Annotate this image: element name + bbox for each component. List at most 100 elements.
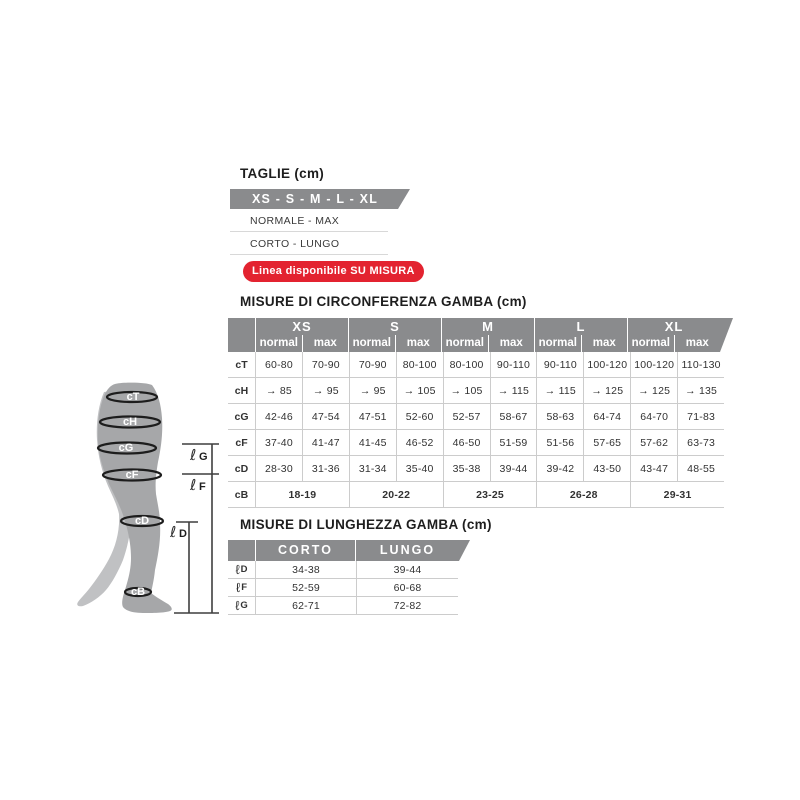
table-cell: 70-90	[301, 352, 349, 377]
length-label-lf-letter: F	[199, 481, 206, 493]
subheader-normal: normal	[631, 337, 670, 349]
subheader-normal: normal	[352, 337, 391, 349]
table-cell: 46-50	[442, 430, 490, 455]
custom-line-badge[interactable]: Linea disponibile SU MISURA	[243, 261, 424, 282]
table-row: ℓ D 34-38 39-44	[228, 561, 458, 579]
table-cell: 52-59	[255, 579, 356, 596]
table-cell: 31-36	[301, 456, 349, 481]
table-cell: → 95	[348, 378, 396, 403]
table-cell: 29-31	[630, 482, 724, 507]
table-cell: 42-46	[255, 404, 302, 429]
table-row: cB 18-19 20-22 23-25 26-28 29-31	[228, 482, 724, 508]
subheader-row: normal max	[349, 335, 441, 352]
table-cell: 39-44	[489, 456, 537, 481]
row-label: cH	[234, 384, 249, 397]
table-cell: 20-22	[348, 482, 443, 507]
table-cell: 58-67	[489, 404, 537, 429]
table-cell: 39-44	[356, 561, 458, 578]
circumference-section: MISURE DI CIRCONFERENZA GAMBA (cm) XS no…	[228, 294, 733, 508]
table-cell: 70-90	[348, 352, 396, 377]
band-label-cf: cF	[126, 469, 139, 481]
taglie-title: TAGLIE (cm)	[240, 166, 325, 181]
table-cell: 34-38	[255, 561, 356, 578]
table-cell: 47-51	[348, 404, 396, 429]
table-cell: 51-59	[489, 430, 537, 455]
row-label: cD	[234, 462, 249, 475]
band-cb	[123, 586, 153, 598]
circumference-table-title: MISURE DI CIRCONFERENZA GAMBA (cm)	[240, 294, 527, 309]
table-cell: 18-19	[255, 482, 349, 507]
band-ct	[105, 390, 159, 404]
table-cell: 60-80	[255, 352, 302, 377]
table-cell: 48-55	[677, 456, 724, 481]
subheader-row: normal max	[256, 335, 348, 352]
length-table-title: MISURE DI LUNGHEZZA GAMBA (cm)	[240, 517, 492, 532]
length-label-lg-letter: G	[199, 451, 208, 463]
subheader-max: max	[674, 335, 721, 352]
band-ch	[98, 415, 162, 429]
subheader-row: normal max	[535, 335, 627, 352]
band-label-ct: cT	[127, 391, 140, 403]
table-cell: → 85	[255, 378, 302, 403]
subheader-normal: normal	[445, 337, 484, 349]
table-cell: 58-63	[536, 404, 583, 429]
subheader-max: max	[394, 335, 442, 352]
variant-row-corto-lungo: CORTO - LUNGO	[230, 232, 388, 255]
table-row: ℓ G 62-71 72-82	[228, 597, 458, 615]
band-label-cg: cG	[119, 442, 134, 454]
table-cell: 90-110	[536, 352, 583, 377]
column-header-corto: CORTO	[256, 540, 355, 561]
table-row: cT 60-80 70-90 70-90 80-100 80-100 90-110 90-11…	[228, 352, 724, 378]
table-cell: 57-62	[630, 430, 677, 455]
circumference-table-header: XS normal max S normal max M normal max	[228, 318, 733, 352]
size-group-m: M normal max	[442, 318, 534, 352]
table-cell: 80-100	[442, 352, 490, 377]
subheader-max: max	[487, 335, 535, 352]
column-header-l: L	[576, 319, 586, 334]
table-cell: 31-34	[348, 456, 396, 481]
table-cell: 100-120	[630, 352, 677, 377]
length-label-ld-symbol: ℓ	[169, 523, 176, 541]
table-cell: → 135	[677, 378, 724, 403]
table-cell: → 115	[489, 378, 537, 403]
table-cell: 80-100	[395, 352, 443, 377]
size-group-s: S normal max	[349, 318, 441, 352]
table-cell: 110-130	[677, 352, 724, 377]
table-cell: 52-60	[395, 404, 443, 429]
column-header-m: M	[482, 319, 494, 334]
subheader-row: normal max	[628, 335, 733, 352]
table-cell: 64-74	[583, 404, 630, 429]
table-cell: 57-65	[583, 430, 630, 455]
size-group-xl: XL normal max	[628, 318, 733, 352]
band-label-cb: cB	[131, 586, 145, 598]
table-cell: 100-120	[583, 352, 630, 377]
band-cg	[96, 441, 158, 455]
band-cf	[101, 468, 163, 482]
sizes-bar: XS - S - M - L - XL	[230, 189, 410, 209]
taglie-section: TAGLIE (cm) XS - S - M - L - XL NORMALE …	[230, 162, 445, 282]
table-row: ℓ F 52-59 60-68	[228, 579, 458, 597]
column-header-xl: XL	[664, 319, 684, 334]
column-header-s: S	[390, 319, 400, 334]
table-cell: 26-28	[536, 482, 630, 507]
band-label-cd: cD	[135, 515, 149, 527]
table-row: cH → 85 → 95 → 95 → 105 → 105 → 115 → 115 → 125 →…	[228, 378, 724, 404]
table-cell: 90-110	[489, 352, 537, 377]
table-cell: → 125	[583, 378, 630, 403]
size-group-l: L normal max	[535, 318, 627, 352]
column-header-xs: XS	[292, 319, 312, 334]
row-label: cG	[234, 410, 249, 423]
size-group-xs: XS normal max	[256, 318, 348, 352]
table-cell: 60-68	[356, 579, 458, 596]
table-cell: → 115	[536, 378, 583, 403]
table-cell: → 105	[442, 378, 490, 403]
variant-row-normale-max: NORMALE - MAX	[230, 209, 388, 232]
table-cell: 28-30	[255, 456, 302, 481]
table-cell: → 125	[630, 378, 677, 403]
row-label: cB	[234, 488, 249, 501]
table-cell: 41-45	[348, 430, 396, 455]
table-cell: 62-71	[255, 597, 356, 614]
table-cell: 71-83	[677, 404, 724, 429]
